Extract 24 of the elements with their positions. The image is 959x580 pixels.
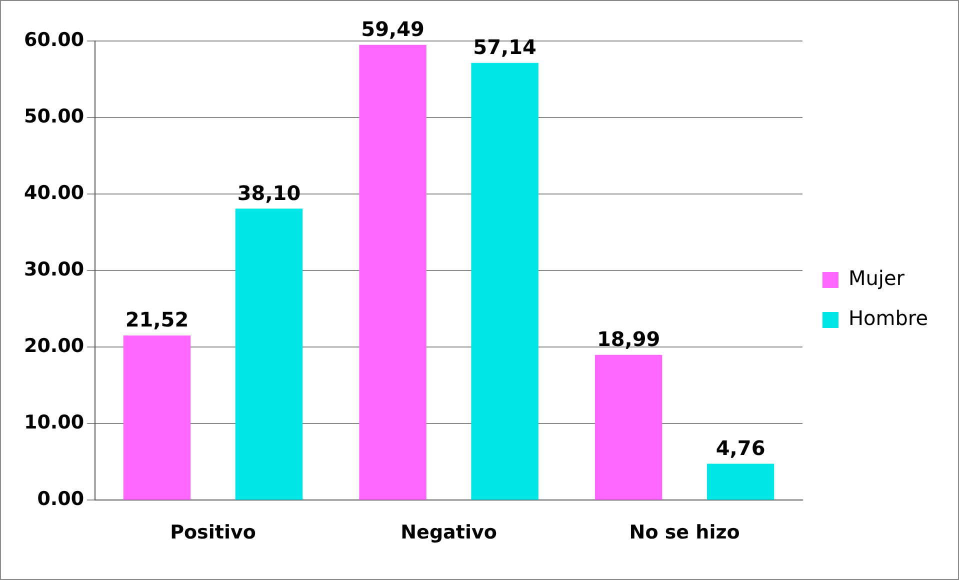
bar xyxy=(235,208,303,500)
data-label: 38,10 xyxy=(237,180,301,205)
y-tick-label: 20.00 xyxy=(24,335,84,358)
bar xyxy=(594,354,662,500)
y-tick-label: 0.00 xyxy=(37,488,84,510)
legend-label: Hombre xyxy=(848,306,928,330)
data-label: 57,14 xyxy=(473,35,536,60)
data-label: 18,99 xyxy=(596,327,660,352)
y-tick-label: 30.00 xyxy=(24,258,84,281)
x-tick-label: No se hizo xyxy=(629,522,740,544)
y-tick-label: 60.00 xyxy=(24,28,84,51)
x-tick-label: Negativo xyxy=(400,522,497,544)
y-tick-label: 10.00 xyxy=(24,412,84,434)
y-tick-label: 40.00 xyxy=(24,182,84,204)
data-label: 59,49 xyxy=(361,17,424,42)
bar xyxy=(123,336,191,500)
x-tick-label: Positivo xyxy=(170,522,256,544)
bar xyxy=(471,62,538,500)
bar xyxy=(359,44,426,500)
legend-label: Mujer xyxy=(848,266,906,290)
data-label: 4,76 xyxy=(716,436,766,460)
y-tick-label: 50.00 xyxy=(24,105,84,128)
bar xyxy=(706,464,774,500)
data-label: 21,52 xyxy=(125,308,189,332)
